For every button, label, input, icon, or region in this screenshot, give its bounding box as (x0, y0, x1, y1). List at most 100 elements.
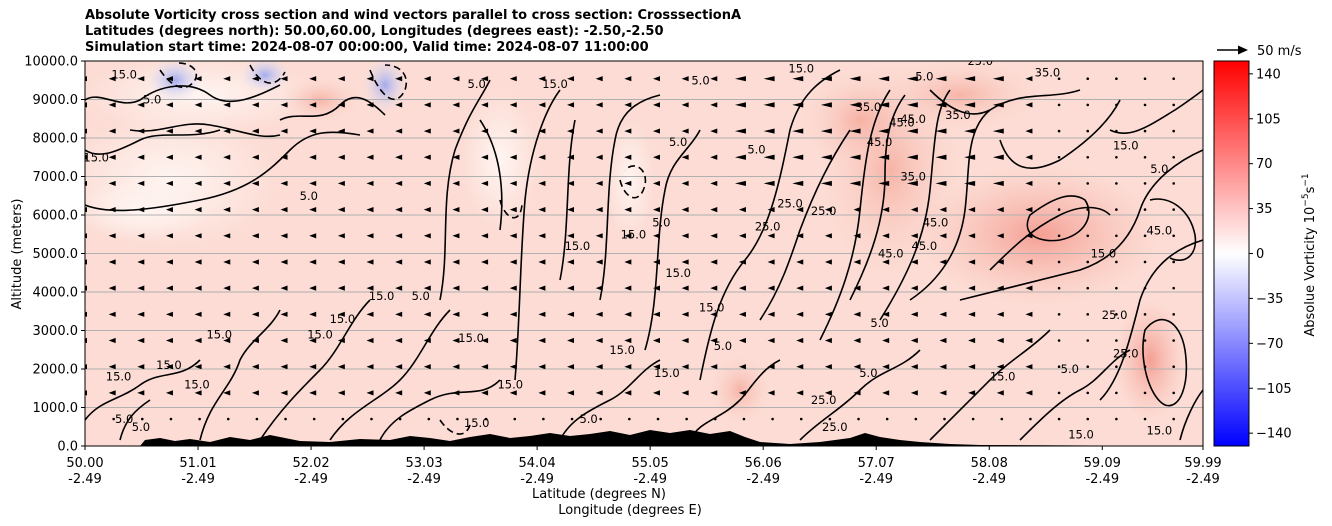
wind-vector (1057, 129, 1061, 133)
wind-vector (595, 128, 603, 134)
wind-vector (309, 259, 317, 265)
wind-vector (910, 390, 918, 396)
wind-vector (509, 102, 517, 108)
wind-vector (165, 128, 173, 134)
wind-vector (280, 102, 288, 108)
wind-vector (85, 154, 87, 160)
wind-vector (882, 364, 890, 370)
wind-vector (85, 102, 87, 108)
wind-vector (1025, 285, 1033, 291)
wind-vector (108, 233, 116, 239)
wind-vector (1025, 76, 1033, 82)
wind-vector (681, 76, 689, 82)
wind-vector (251, 259, 259, 265)
x-tick-label-lat: 50.00 (66, 456, 103, 471)
wind-vector (820, 102, 832, 108)
wind-vector (968, 311, 976, 317)
wind-vector (223, 154, 231, 160)
wind-vector (767, 364, 775, 370)
contour-lines (85, 69, 1203, 441)
wind-vector (792, 154, 804, 160)
contour-line (959, 149, 1203, 301)
wind-vector (137, 207, 145, 213)
y-tick-label: 9000.0 (33, 93, 79, 108)
wind-vector (624, 128, 632, 134)
wind-vector (710, 76, 718, 82)
wind-vector (137, 285, 145, 291)
wind-vector (1025, 233, 1033, 239)
wind-vector (1172, 286, 1175, 290)
wind-vector (395, 76, 403, 82)
wind-vector (1086, 182, 1090, 185)
wind-vector (395, 128, 403, 134)
wind-vector (165, 285, 173, 291)
contour-label: 25.0 (811, 393, 837, 407)
wind-vector (1086, 260, 1090, 264)
wind-vector (1172, 129, 1175, 133)
wind-vector (567, 180, 575, 187)
x-tick-label-lon: -2.49 (294, 472, 328, 487)
wind-vector (882, 390, 890, 396)
wind-vector (194, 180, 202, 187)
wind-vector (1172, 260, 1175, 264)
wind-vector (738, 207, 746, 213)
wind-vector (742, 417, 746, 421)
wind-vector (878, 76, 890, 82)
wind-vector (939, 233, 947, 239)
wind-vector (792, 180, 804, 187)
x-tick-label-lat: 57.07 (858, 456, 895, 471)
wind-vector (85, 76, 87, 82)
contour-line (85, 131, 361, 212)
wind-vector (1172, 182, 1175, 185)
wind-vector (542, 417, 545, 421)
wind-vector (509, 180, 517, 187)
wind-vector (882, 233, 890, 239)
contour-line (1109, 89, 1203, 135)
contour-label: 15.0 (542, 77, 568, 91)
wind-vector (194, 285, 202, 291)
contour-line (379, 379, 501, 441)
wind-vector (452, 128, 460, 134)
contour-label: 5.0 (669, 135, 687, 149)
wind-vector (992, 128, 1004, 134)
contour-label: 25.0 (822, 420, 848, 434)
wind-vector (423, 285, 431, 291)
wind-vector (964, 180, 976, 187)
wind-vector (824, 285, 832, 291)
wind-vector (223, 285, 231, 291)
wind-vector (882, 259, 890, 265)
wind-vector (849, 180, 861, 187)
wind-vector (1115, 129, 1118, 133)
wind-vector (481, 76, 489, 82)
contour-label: 5.0 (714, 339, 732, 353)
wind-vector (223, 233, 231, 239)
y-tick-label: 4000.0 (33, 286, 79, 301)
wind-vector (943, 417, 946, 421)
wind-vector (452, 233, 460, 239)
colorbar-tick-label: 70 (1256, 157, 1273, 172)
wind-vector (968, 390, 976, 396)
y-tick-label: 0.0 (57, 440, 78, 455)
wind-vector (882, 285, 890, 291)
wind-vector (624, 207, 632, 213)
wind-vector (652, 154, 660, 160)
wind-vector (1025, 337, 1033, 344)
contour-line (1149, 198, 1197, 261)
wind-vector (652, 259, 660, 265)
wind-vector (878, 180, 890, 187)
wind-vector (427, 417, 431, 421)
y-axis-label: Altitude (meters) (10, 199, 25, 310)
wind-vector (828, 417, 832, 421)
x-tick-label-lon: -2.49 (68, 472, 102, 487)
wind-vector (853, 390, 861, 396)
wind-vector (223, 128, 231, 134)
wind-vector (853, 207, 861, 213)
contour-label: 15.0 (458, 331, 484, 345)
wind-vector (1172, 208, 1175, 211)
y-tick-label: 10000.0 (24, 55, 78, 70)
wind-vector (538, 311, 546, 317)
contour-label: 35.0 (856, 100, 882, 114)
wind-vector (85, 259, 87, 265)
contour-lines-dashed (159, 62, 647, 435)
wind-vector (1143, 417, 1147, 421)
